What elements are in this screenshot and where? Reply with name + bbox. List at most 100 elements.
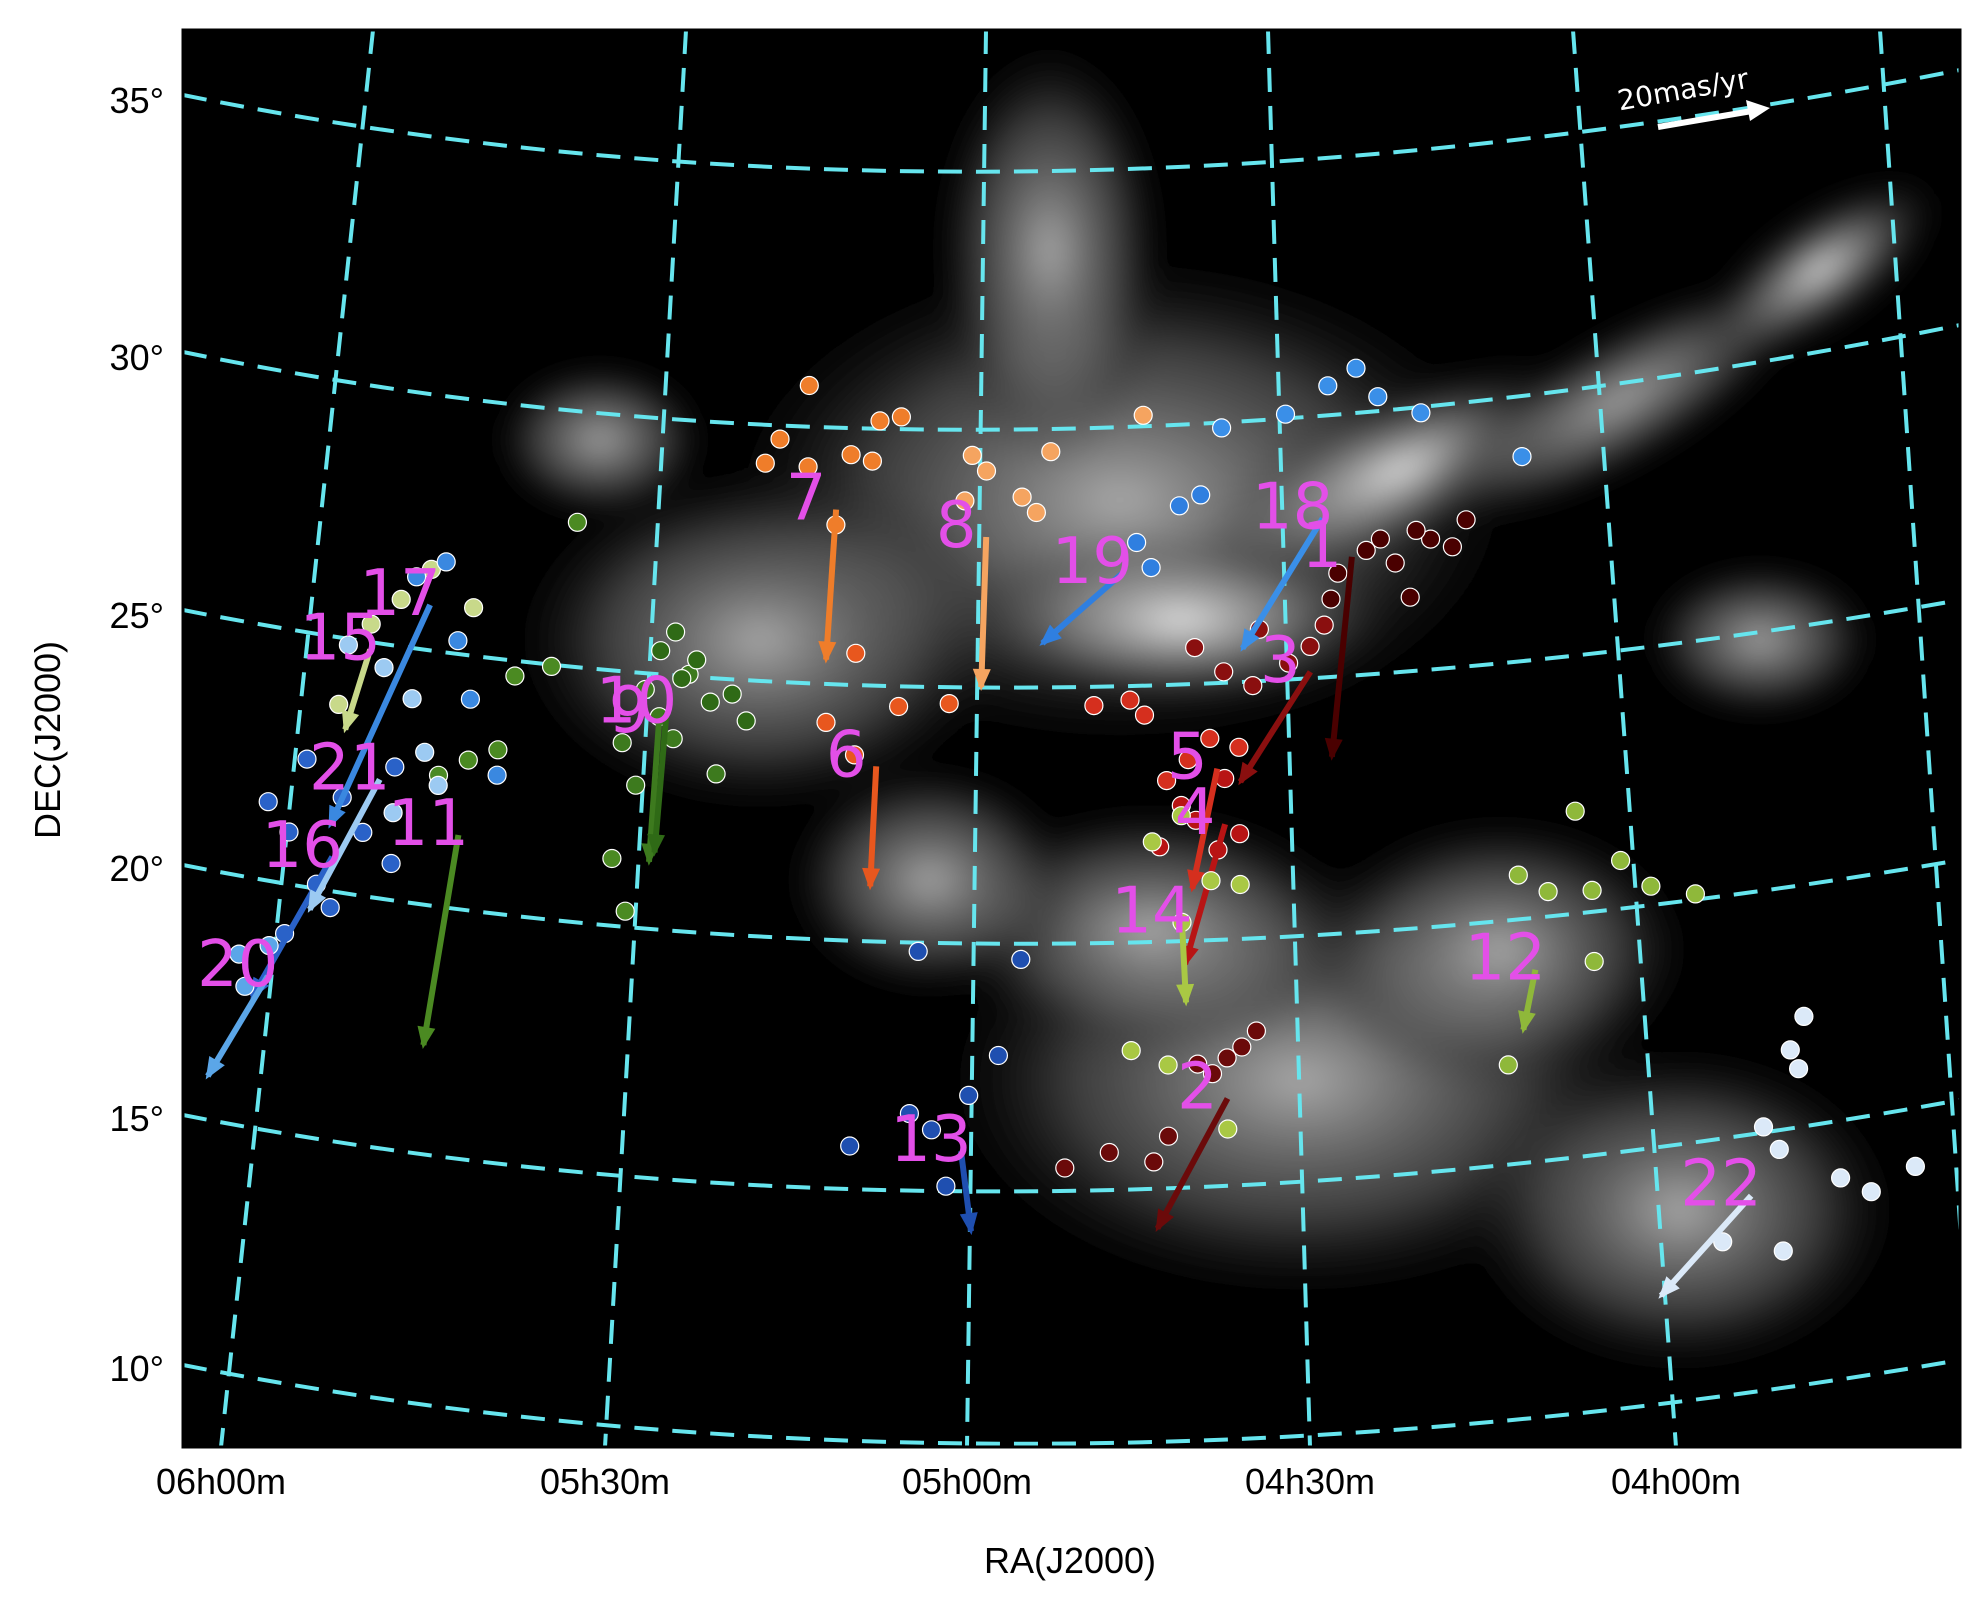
data-point <box>436 552 456 572</box>
data-point <box>1773 1241 1793 1261</box>
data-point <box>1368 387 1388 407</box>
data-point <box>1156 770 1177 791</box>
data-point <box>840 1136 860 1156</box>
group-label: 9 <box>609 674 650 748</box>
data-point <box>1508 865 1528 885</box>
data-point <box>407 567 427 587</box>
data-point <box>1278 653 1299 673</box>
data-point <box>672 668 692 689</box>
data-point <box>1411 403 1431 423</box>
group-label: 22 <box>1680 1148 1761 1222</box>
proper-motion-arrowhead <box>862 867 881 891</box>
grid-line-dec-15 <box>183 1098 1960 1194</box>
x-tick-label: 05h30m <box>540 1461 670 1502</box>
group-label: 7 <box>786 462 827 536</box>
group-7 <box>755 375 912 664</box>
proper-motion-arrowhead <box>417 1025 436 1049</box>
proper-motion-arrowhead <box>1039 624 1062 646</box>
data-point <box>1780 1040 1800 1060</box>
proper-motion-arrow <box>327 603 433 827</box>
data-point <box>415 742 435 762</box>
group-label: 4 <box>1175 776 1216 850</box>
data-point <box>1185 637 1205 658</box>
group-2 <box>1055 1021 1267 1232</box>
data-point <box>1142 832 1162 852</box>
proper-motion-arrowhead <box>328 804 346 829</box>
data-point <box>488 740 508 760</box>
data-point <box>626 775 646 795</box>
data-point <box>297 749 317 769</box>
data-point <box>862 451 883 471</box>
proper-motion-arrowhead <box>1155 1208 1174 1232</box>
proper-motion-arrow <box>1154 1097 1231 1230</box>
group-label: 11 <box>388 787 469 861</box>
proper-motion-arrow <box>978 536 990 688</box>
group-8 <box>955 405 1153 691</box>
group-label: 1 <box>1302 509 1343 583</box>
group-label: 5 <box>1167 721 1208 795</box>
data-point <box>320 897 340 918</box>
data-point <box>612 733 632 753</box>
group-label: 6 <box>826 718 867 792</box>
data-point <box>959 1085 979 1106</box>
group-1 <box>1321 510 1476 761</box>
data-point <box>1830 1168 1851 1188</box>
data-point <box>700 692 720 712</box>
data-point <box>1794 1006 1814 1027</box>
data-point <box>1442 537 1463 557</box>
data-point <box>1211 418 1232 438</box>
data-point <box>1456 510 1476 530</box>
data-point <box>458 750 478 770</box>
data-point <box>1243 675 1263 696</box>
group-label: 21 <box>309 731 390 805</box>
data-point <box>383 803 403 823</box>
data-point <box>844 745 865 765</box>
scale-arrow-line <box>1657 108 1753 130</box>
data-point <box>1218 1119 1238 1139</box>
proper-motion-arrowhead <box>1324 737 1343 761</box>
group-label: 18 <box>1252 470 1333 544</box>
data-point <box>1158 1055 1178 1075</box>
data-point <box>1769 1139 1789 1160</box>
data-point <box>1321 589 1341 609</box>
data-point <box>1905 1156 1926 1177</box>
data-point <box>1314 615 1334 635</box>
data-point <box>464 598 484 618</box>
data-point <box>1385 553 1405 573</box>
data-point <box>602 848 622 869</box>
data-point <box>908 941 928 962</box>
data-point <box>1498 1055 1518 1075</box>
proper-motion-arrowhead <box>647 833 665 857</box>
data-point <box>635 679 655 700</box>
y-tick-label: 20° <box>110 848 164 889</box>
proper-motion-arrowhead <box>1238 761 1258 786</box>
group-label: 15 <box>299 602 380 676</box>
data-point <box>1012 487 1032 507</box>
proper-motion-arrowhead <box>205 1056 225 1080</box>
data-point <box>1026 502 1047 523</box>
proper-motion-arrowhead <box>341 709 360 734</box>
data-point <box>1232 1037 1252 1057</box>
data-point <box>1134 705 1155 725</box>
proper-motion-arrow <box>651 712 670 853</box>
data-point <box>1217 1048 1237 1068</box>
data-point <box>229 944 249 964</box>
data-point <box>505 666 525 686</box>
data-point <box>1584 951 1604 972</box>
data-point <box>1169 496 1190 516</box>
data-point <box>1200 728 1220 749</box>
data-point <box>1582 880 1602 901</box>
data-point <box>665 622 686 642</box>
proper-motion-arrow <box>867 766 880 887</box>
data-point <box>1041 442 1061 462</box>
data-point <box>651 641 671 661</box>
data-point <box>1230 824 1250 844</box>
data-point <box>1099 1142 1119 1163</box>
proper-motion-arrow <box>1658 1193 1754 1298</box>
group-6 <box>816 643 959 891</box>
proper-motion-arrowhead <box>959 1212 978 1236</box>
group-19 <box>1039 485 1211 646</box>
data-point <box>841 445 861 465</box>
data-point <box>361 614 381 634</box>
